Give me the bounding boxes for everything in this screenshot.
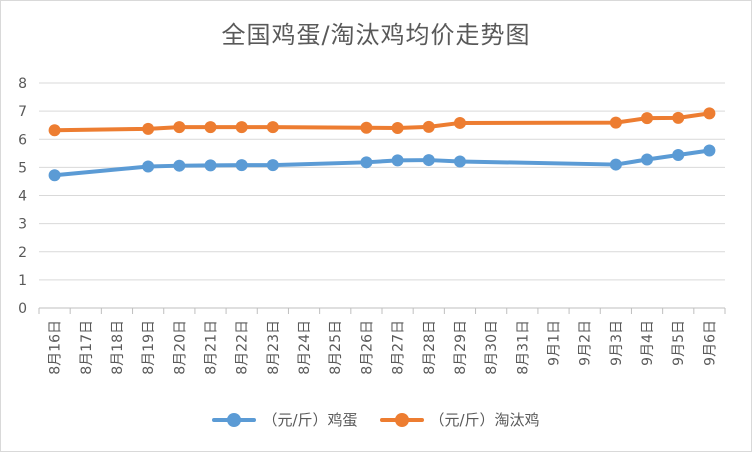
x-tick-label: 8月24日: [297, 320, 313, 375]
x-tick-label: 8月30日: [484, 320, 500, 375]
series-point-1: [703, 107, 716, 120]
x-tick-label: 9月4日: [640, 320, 656, 366]
y-tick-label: 6: [18, 132, 27, 148]
y-tick-label: 7: [18, 104, 27, 120]
x-tick-label: 8月22日: [235, 320, 251, 375]
series-point-0: [48, 169, 61, 182]
x-tick-label: 8月20日: [172, 320, 188, 375]
legend-item-egg[interactable]: （元/斤）鸡蛋: [212, 409, 358, 430]
x-tick-label: 8月21日: [204, 320, 220, 375]
x-tick-label: 9月2日: [578, 320, 594, 366]
series-point-1: [266, 121, 279, 134]
series-point-1: [609, 116, 622, 129]
series-point-0: [453, 155, 466, 168]
series-point-0: [266, 159, 279, 172]
y-tick-label: 1: [18, 273, 27, 289]
legend-swatch-spent-hen: [379, 412, 424, 427]
series-point-1: [360, 121, 373, 134]
series-point-0: [703, 144, 716, 157]
series-point-0: [422, 154, 435, 167]
series-point-0: [235, 159, 248, 172]
series-point-1: [204, 121, 217, 134]
y-tick-label: 8: [18, 76, 27, 92]
series-point-1: [173, 121, 186, 134]
series-point-0: [204, 159, 217, 172]
legend-item-spent-hen[interactable]: （元/斤）淘汰鸡: [379, 409, 540, 430]
series-point-1: [391, 122, 404, 134]
series-point-1: [453, 116, 466, 129]
series-point-0: [360, 156, 373, 169]
series-point-1: [235, 121, 248, 134]
y-tick-label: 4: [18, 189, 27, 205]
x-tick-label: 8月29日: [453, 320, 469, 375]
x-tick-label: 8月19日: [141, 320, 157, 375]
series-point-1: [641, 112, 654, 125]
chart-title: 全国鸡蛋/淘汰鸡均价走势图: [221, 21, 531, 49]
series-point-0: [142, 160, 155, 173]
series-point-0: [641, 153, 654, 166]
x-tick-label: 9月3日: [609, 320, 625, 366]
y-tick-label: 5: [18, 160, 27, 176]
y-tick-label: 2: [18, 245, 27, 261]
x-tick-label: 8月17日: [79, 320, 95, 375]
x-tick-label: 8月27日: [391, 320, 407, 375]
x-tick-label: 8月23日: [266, 320, 282, 375]
series-point-0: [173, 159, 186, 172]
series-point-1: [672, 111, 685, 124]
series-point-0: [672, 149, 685, 161]
legend-label-spent-hen: （元/斤）淘汰鸡: [429, 411, 540, 429]
x-tick-label: 9月1日: [547, 320, 563, 366]
legend-label-egg: （元/斤）鸡蛋: [262, 411, 358, 429]
x-tick-label: 8月26日: [359, 320, 375, 375]
x-tick-label: 9月5日: [671, 320, 687, 366]
x-tick-label: 8月18日: [110, 320, 126, 375]
y-tick-label: 3: [18, 217, 27, 233]
series-point-1: [48, 124, 61, 137]
x-tick-label: 8月25日: [328, 320, 344, 375]
y-tick-label: 0: [18, 301, 27, 317]
legend-swatch-egg: [212, 412, 257, 427]
x-tick-label: 8月16日: [48, 320, 64, 375]
x-tick-label: 9月6日: [702, 320, 718, 366]
x-tick-label: 8月31日: [515, 320, 531, 375]
series-point-0: [609, 158, 622, 171]
x-tick-label: 8月28日: [422, 320, 438, 375]
chart-legend: （元/斤）鸡蛋 （元/斤）淘汰鸡: [1, 409, 751, 430]
series-point-1: [142, 122, 155, 135]
series-point-1: [422, 120, 435, 133]
series-point-0: [391, 154, 404, 167]
